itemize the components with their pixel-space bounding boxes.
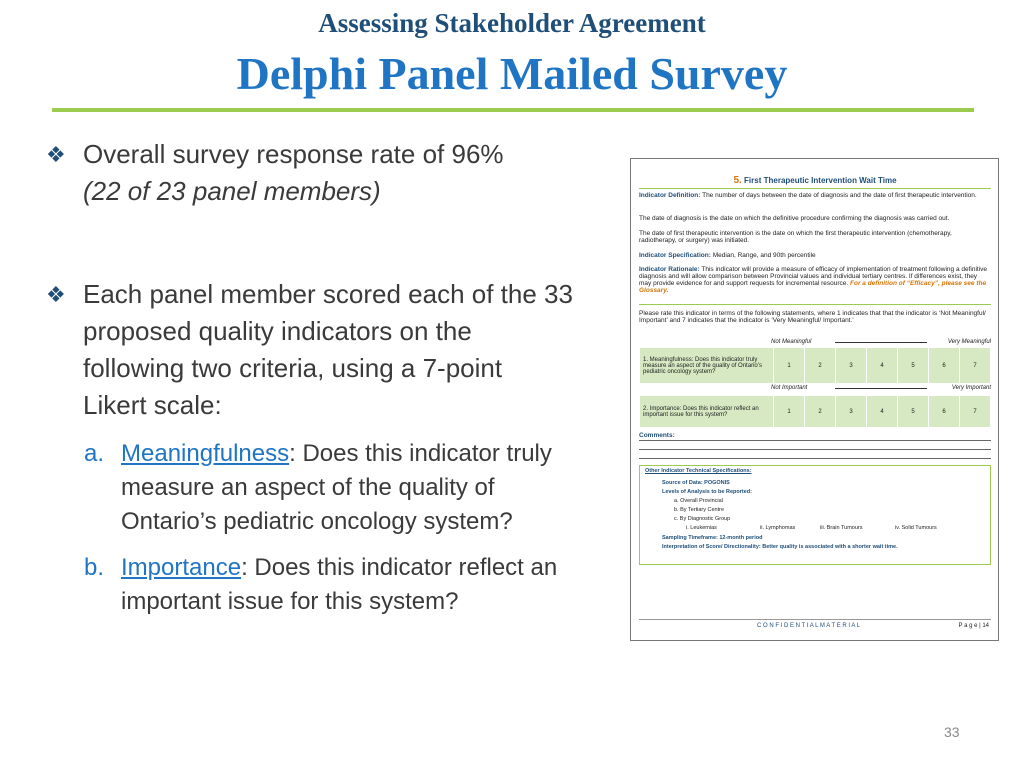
bullet-line: Each panel member scored each of the 33 xyxy=(83,279,573,309)
level-item: a. Overall Provincial xyxy=(674,498,723,504)
diagnosis-item: i. Leukemias xyxy=(686,525,717,531)
rating-1[interactable]: 1 xyxy=(773,395,805,428)
spec-timeframe: Sampling Timeframe: 12-month period xyxy=(662,535,763,541)
definition-paragraph: The date of diagnosis is the date on whi… xyxy=(639,215,950,222)
diagnosis-item: ii. Lymphomas xyxy=(760,525,796,531)
specs-title: Other Indicator Technical Specifications… xyxy=(645,468,752,474)
rating-2[interactable]: 2 xyxy=(804,395,836,428)
heading-divider xyxy=(639,188,991,189)
bullet-line: proposed quality indicators on the xyxy=(83,316,472,346)
technical-specifications-box: Other Indicator Technical Specifications… xyxy=(639,465,991,565)
importance-term: Importance xyxy=(121,554,242,581)
slide-subtitle: Assessing Stakeholder Agreement xyxy=(318,8,706,38)
diagnosis-item: iv. Solid Tumours xyxy=(895,525,937,531)
rating-7[interactable]: 7 xyxy=(959,395,991,428)
rating-7[interactable]: 7 xyxy=(959,347,991,384)
slide-number: 33 xyxy=(944,724,960,740)
bullet-response-rate: ❖ Overall survey response rate of 96% (2… xyxy=(46,136,626,210)
rating-4[interactable]: 4 xyxy=(866,395,898,428)
rating-2[interactable]: 2 xyxy=(804,347,836,384)
importance-rating-row: 2. Importance: Does this indicator refle… xyxy=(639,395,991,428)
bullet-subtext: (22 of 23 panel members) xyxy=(83,176,381,206)
indicator-definition: Indicator Definition: The number of days… xyxy=(639,192,977,199)
criterion-line: measure an aspect of the quality of xyxy=(121,474,495,501)
spec-levels: Levels of Analysis to be Reported: xyxy=(662,489,752,495)
document-footer: C O N F I D E N T I A L M A T E R I A L … xyxy=(639,619,991,629)
criterion-question: : Does this indicator reflect an xyxy=(241,554,558,581)
spec-source: Source of Data: POGONIS xyxy=(662,480,730,486)
comments-label: Comments: xyxy=(639,432,675,439)
criterion-importance: b. Importance: Does this indicator refle… xyxy=(84,551,614,619)
rating-4[interactable]: 4 xyxy=(866,347,898,384)
rating-1[interactable]: 1 xyxy=(773,347,805,384)
meaningfulness-term: Meaningfulness xyxy=(121,440,290,467)
scale-arrow-icon xyxy=(835,342,927,343)
rating-3[interactable]: 3 xyxy=(835,395,867,428)
bullet-text: Overall survey response rate of 96% xyxy=(83,139,504,169)
slide-title: Delphi Panel Mailed Survey xyxy=(236,48,788,99)
rating-5[interactable]: 5 xyxy=(897,395,929,428)
criterion-line: Ontario’s pediatric oncology system? xyxy=(121,508,513,535)
rating-6[interactable]: 6 xyxy=(928,395,960,428)
document-page-number: P a g e | 14 xyxy=(958,623,989,629)
title-underline xyxy=(52,108,974,112)
bullet-line: following two criteria, using a 7-point xyxy=(83,353,503,383)
rating-6[interactable]: 6 xyxy=(928,347,960,384)
criterion-text: Importance: Does this indicator reflect … xyxy=(121,551,614,585)
survey-heading: 5. First Therapeutic Intervention Wait T… xyxy=(733,175,897,186)
bullet-scoring: ❖ Each panel member scored each of the 3… xyxy=(46,276,626,424)
meaningfulness-rating-row: 1. Meaningfulness: Does this indicator t… xyxy=(639,347,991,384)
level-item: c. By Diagnostic Group xyxy=(674,516,731,522)
bullet-line: Likert scale: xyxy=(83,390,222,420)
indicator-specification: Indicator Specification: Median, Range, … xyxy=(639,252,816,259)
criterion-meaningfulness: a. Meaningfulness: Does this indicator t… xyxy=(84,437,614,539)
rating-instructions: Please rate this indicator in terms of t… xyxy=(639,310,986,324)
comment-line[interactable] xyxy=(639,440,991,441)
survey-page-image: 5. First Therapeutic Intervention Wait T… xyxy=(630,158,999,641)
diagnosis-item: iii. Brain Tumours xyxy=(820,525,863,531)
level-item: b. By Tertiary Centre xyxy=(674,507,725,513)
section-divider xyxy=(639,304,991,305)
criterion-question: : Does this indicator truly xyxy=(289,440,552,467)
scale-arrow-icon xyxy=(835,388,927,389)
comment-line[interactable] xyxy=(639,458,991,459)
rating-3[interactable]: 3 xyxy=(835,347,867,384)
list-label: a. xyxy=(84,440,105,467)
comment-line[interactable] xyxy=(639,449,991,450)
diamond-bullet-icon: ❖ xyxy=(46,282,66,307)
confidential-label: C O N F I D E N T I A L M A T E R I A L xyxy=(757,623,861,629)
rating-5[interactable]: 5 xyxy=(897,347,929,384)
diamond-bullet-icon: ❖ xyxy=(46,142,66,167)
indicator-rationale: Indicator Rationale: This indicator will… xyxy=(639,266,988,294)
criterion-line: important issue for this system? xyxy=(121,588,459,615)
criterion-text: Meaningfulness: Does this indicator trul… xyxy=(121,437,614,471)
question-importance: 2. Importance: Does this indicator refle… xyxy=(639,395,774,428)
spec-interpretation: Interpretation of Score/ Directionality:… xyxy=(662,544,898,550)
definition-paragraph: The date of first therapeutic interventi… xyxy=(639,230,952,244)
question-meaningfulness: 1. Meaningfulness: Does this indicator t… xyxy=(639,347,774,384)
list-label: b. xyxy=(84,554,105,581)
